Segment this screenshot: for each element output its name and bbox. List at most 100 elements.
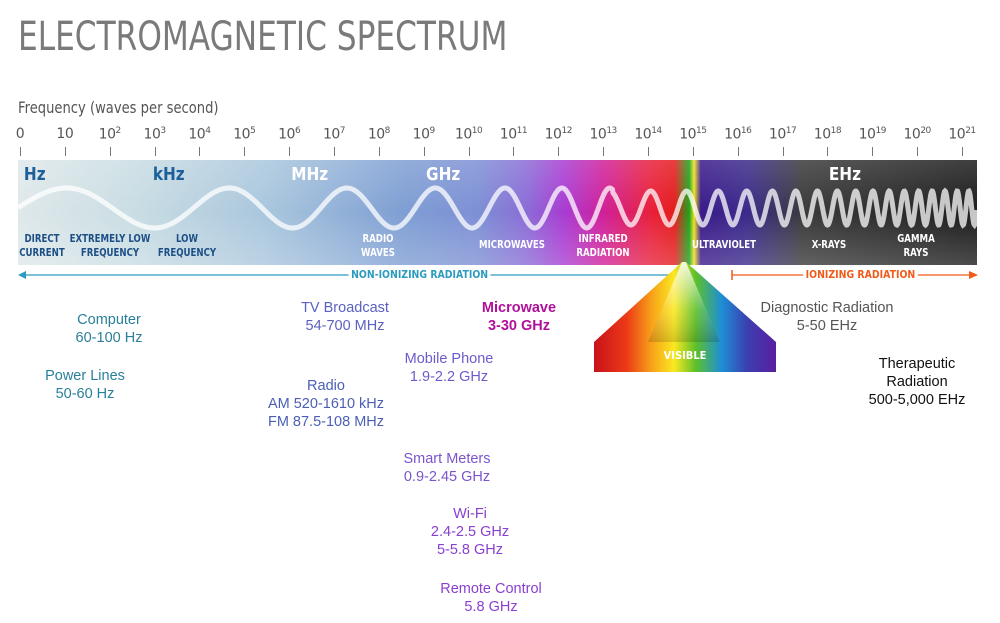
app-wifi-value-2: 5-5.8 GHz (436, 542, 504, 558)
region-direct-current: DIRECT CURRENT (19, 232, 65, 260)
app-therapeutic-radiation: Therapeutic Radiation 500-5,000 EHz (869, 355, 966, 409)
tick-base: 10 (412, 126, 430, 143)
app-radio-name: Radio (307, 378, 345, 394)
app-radio: Radio AM 520-1610 kHz FM 87.5-108 MHz (268, 377, 384, 431)
page-title: ELECTROMAGNETIC SPECTRUM (18, 14, 508, 60)
tick-base: 10 (188, 126, 206, 143)
tick-exponent: 6 (294, 126, 301, 136)
region-infrared-line2: RADIATION (576, 247, 630, 259)
app-computer: Computer 60-100 Hz (76, 311, 143, 347)
region-radio-line1: RADIO (362, 233, 394, 245)
tick-base: 10 (278, 126, 295, 143)
tick-base: 10 (634, 126, 652, 143)
tick-label: 108 (367, 126, 391, 143)
unit-hz: Hz (23, 164, 46, 185)
tick-base: 10 (903, 126, 921, 143)
tick-exponent: 20 (920, 126, 931, 136)
app-power-lines-value: 50-60 Hz (55, 386, 115, 402)
app-mobile-phone-name: Mobile Phone (404, 351, 494, 367)
app-radio-value-fm: FM 87.5-108 MHz (267, 414, 385, 430)
unit-khz: kHz (152, 164, 185, 185)
tick-base: 10 (499, 126, 517, 143)
tick-mark (782, 147, 784, 156)
tick-label: 104 (188, 126, 211, 143)
tick-base: 10 (143, 126, 161, 143)
tick-base: 10 (589, 126, 607, 143)
frequency-axis-label: Frequency (waves per second) (18, 98, 219, 117)
app-smart-meters-name: Smart Meters (403, 451, 491, 467)
app-diagnostic-name: Diagnostic Radiation (760, 300, 894, 316)
tick-mark (513, 147, 515, 156)
tick-base: 10 (813, 126, 831, 143)
region-gamma-line1: GAMMA (897, 233, 935, 245)
tick-exponent: 9 (429, 126, 436, 136)
tick-exponent: 4 (205, 126, 211, 136)
app-microwave-value: 3-30 GHz (487, 318, 551, 334)
app-power-lines: Power Lines 50-60 Hz (45, 367, 125, 403)
tick-label: 1018 (813, 126, 842, 143)
tick-exponent: 21 (965, 126, 976, 136)
region-low-line1: LOW (175, 233, 198, 245)
non-ionizing-label: NON-IONIZING RADIATION (348, 268, 491, 281)
tick-base: 10 (367, 126, 385, 143)
app-smart-meters-value: 0.9-2.45 GHz (403, 469, 491, 485)
tick-base: 0 (15, 126, 25, 142)
region-ultraviolet-line1: ULTRAVIOLET (691, 239, 757, 251)
tick-mark (378, 147, 380, 156)
tick-exponent: 7 (339, 126, 346, 136)
tick-base: 10 (454, 126, 472, 143)
unit-mhz: MHz (291, 164, 329, 185)
region-gamma-line2: RAYS (903, 247, 929, 259)
app-therapeutic-value: 500-5,000 EHz (868, 392, 966, 408)
tick-base: 10 (322, 126, 340, 143)
region-ultraviolet: ULTRAVIOLET (692, 238, 756, 252)
tick-label: 1014 (634, 126, 662, 143)
tick-label: 102 (98, 126, 122, 143)
tick-exponent: 8 (384, 126, 391, 136)
tick-base: 10 (98, 126, 116, 143)
app-tv-broadcast-value: 54-700 MHz (305, 318, 385, 334)
ionizing-label: IONIZING RADIATION (803, 268, 918, 281)
region-low-frequency: LOW FREQUENCY (158, 232, 216, 260)
tick-mark (872, 147, 874, 156)
region-infrared-line1: INFRARED (578, 233, 628, 245)
tick-label: 1013 (589, 126, 618, 143)
unit-ghz: GHz (426, 164, 461, 185)
app-remote-control-name: Remote Control (440, 581, 542, 597)
unit-ehz: EHz (828, 164, 862, 185)
tick-mark (154, 147, 156, 156)
app-diagnostic-radiation: Diagnostic Radiation 5-50 EHz (761, 299, 894, 335)
tick-exponent: 15 (696, 126, 707, 136)
tick-mark (109, 147, 111, 156)
tick-exponent: 19 (875, 126, 886, 136)
tick-label: 103 (143, 126, 167, 143)
tick-exponent: 13 (606, 126, 617, 136)
region-microwaves: MICROWAVES (479, 238, 545, 252)
tick-exponent: 11 (516, 126, 528, 136)
tick-mark (558, 147, 560, 156)
tick-mark (468, 147, 470, 156)
tick-mark (244, 147, 246, 156)
tick-mark (423, 147, 425, 156)
tick-label: 1019 (858, 126, 887, 143)
tick-exponent: 5 (250, 126, 256, 136)
region-direct-current-line1: DIRECT (24, 233, 60, 245)
tick-mark (603, 147, 605, 156)
tick-label: 0 (15, 126, 25, 142)
tick-exponent: 12 (561, 126, 572, 136)
tick-label: 1016 (724, 126, 752, 143)
app-wifi-value-1: 2.4-2.5 GHz (430, 524, 510, 540)
tick-exponent: 18 (830, 126, 842, 136)
app-computer-value: 60-100 Hz (75, 330, 143, 346)
tick-label: 109 (412, 126, 436, 143)
tick-exponent: 14 (651, 126, 662, 136)
tick-mark (962, 147, 963, 156)
tick-label: 1015 (679, 126, 707, 143)
region-low-line2: FREQUENCY (157, 247, 217, 259)
tick-base: 10 (858, 126, 876, 143)
tick-mark (827, 147, 829, 156)
app-therapeutic-name: Therapeutic (878, 356, 956, 372)
region-microwaves-line1: MICROWAVES (479, 239, 545, 251)
tick-label: 105 (233, 126, 256, 143)
tick-label: 1011 (499, 126, 528, 143)
